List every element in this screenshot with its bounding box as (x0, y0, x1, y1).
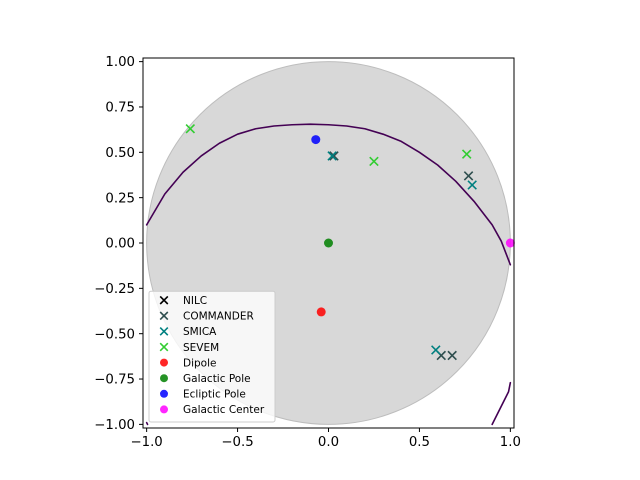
contour-line-1 (491, 381, 512, 426)
data-markers (185, 123, 515, 361)
legend-label-sevem: SEVEM (183, 342, 219, 354)
point-commander-3 (447, 350, 457, 361)
legend-label-commander: COMMANDER (183, 311, 254, 323)
point-sevem-1 (369, 156, 379, 167)
y-tick-label-4: 0.00 (105, 237, 135, 252)
legend: NILC COMMANDER SMICA SEVEM Dipole Galactic Po… (148, 290, 276, 423)
legend-marker-sevem (159, 342, 169, 352)
point-commander-1-stroke-b (463, 171, 474, 181)
y-tick-label-3: 0.25 (105, 191, 135, 206)
point-smica-2-stroke-b (431, 345, 441, 355)
legend-marker-sevem-stroke-b (159, 342, 169, 352)
x-tick-label-1: −0.5 (221, 435, 253, 450)
legend-label-ecliptic-pole: Ecliptic Pole (183, 389, 246, 401)
point-smica-0 (327, 151, 337, 161)
point-ecliptic-pole-0 (311, 135, 321, 145)
contour-line-0 (145, 123, 512, 266)
point-sevem-0-stroke-b (185, 123, 196, 134)
y-tick-label-2: 0.50 (105, 146, 135, 161)
point-sevem-2-stroke-b (461, 149, 472, 159)
y-tick-label-6: −0.50 (94, 327, 135, 342)
legend-label-galactic-pole: Galactic Pole (183, 373, 251, 385)
legend-marker-galactic-pole (160, 374, 168, 383)
point-smica-2 (431, 345, 441, 355)
legend-box (148, 290, 276, 423)
point-commander-0 (329, 151, 339, 161)
point-sevem-0 (185, 123, 196, 134)
legend-marker-smica-stroke-b (159, 327, 169, 336)
point-smica-0-stroke-b (327, 151, 337, 161)
legend-marker-ecliptic-pole (160, 389, 168, 398)
legend-marker-nilc (159, 295, 169, 305)
point-smica-1 (467, 180, 477, 190)
legend-marker-smica (159, 327, 169, 336)
y-tick-label-8: −1.00 (94, 418, 135, 433)
legend-marker-galactic-center (160, 405, 168, 414)
point-commander-1 (463, 171, 474, 181)
x-tick-label-4: 1.0 (500, 435, 521, 450)
y-tick-label-5: −0.25 (94, 282, 135, 297)
legend-label-galactic-center: Galactic Center (183, 404, 265, 416)
legend-label-smica: SMICA (183, 326, 217, 338)
legend-marker-nilc-stroke-b (159, 295, 169, 305)
legend-label-dipole: Dipole (183, 357, 216, 369)
y-tick-label-7: −0.75 (94, 373, 135, 388)
point-commander-0-stroke-b (329, 151, 339, 161)
legend-marker-commander-stroke-b (159, 311, 169, 321)
legend-label-nilc: NILC (183, 295, 207, 307)
y-tick-label-0: 1.00 (105, 55, 135, 70)
point-commander-3-stroke-b (447, 350, 457, 361)
legend-marker-dipole (160, 358, 168, 367)
x-tick-label-0: −1.0 (130, 435, 162, 450)
point-commander-2-stroke-b (436, 350, 447, 361)
point-sevem-1-stroke-b (369, 156, 379, 167)
contour-line-2 (145, 421, 149, 426)
axes: −1.0 −0.5 0.0 0.5 1.0 1.00 0.75 0.50 0.25 0.00 −0.… (94, 55, 521, 450)
x-tick-label-2: 0.0 (318, 435, 339, 450)
point-galactic-center-0 (505, 238, 515, 248)
x-tick-label-3: 0.5 (409, 435, 430, 450)
point-dipole-0 (316, 307, 326, 317)
point-smica-1-stroke-b (467, 180, 477, 190)
y-tick-label-1: 0.75 (105, 101, 135, 116)
legend-marker-commander (159, 311, 169, 321)
point-sevem-2 (461, 149, 472, 159)
point-galactic-pole-0 (324, 238, 333, 248)
